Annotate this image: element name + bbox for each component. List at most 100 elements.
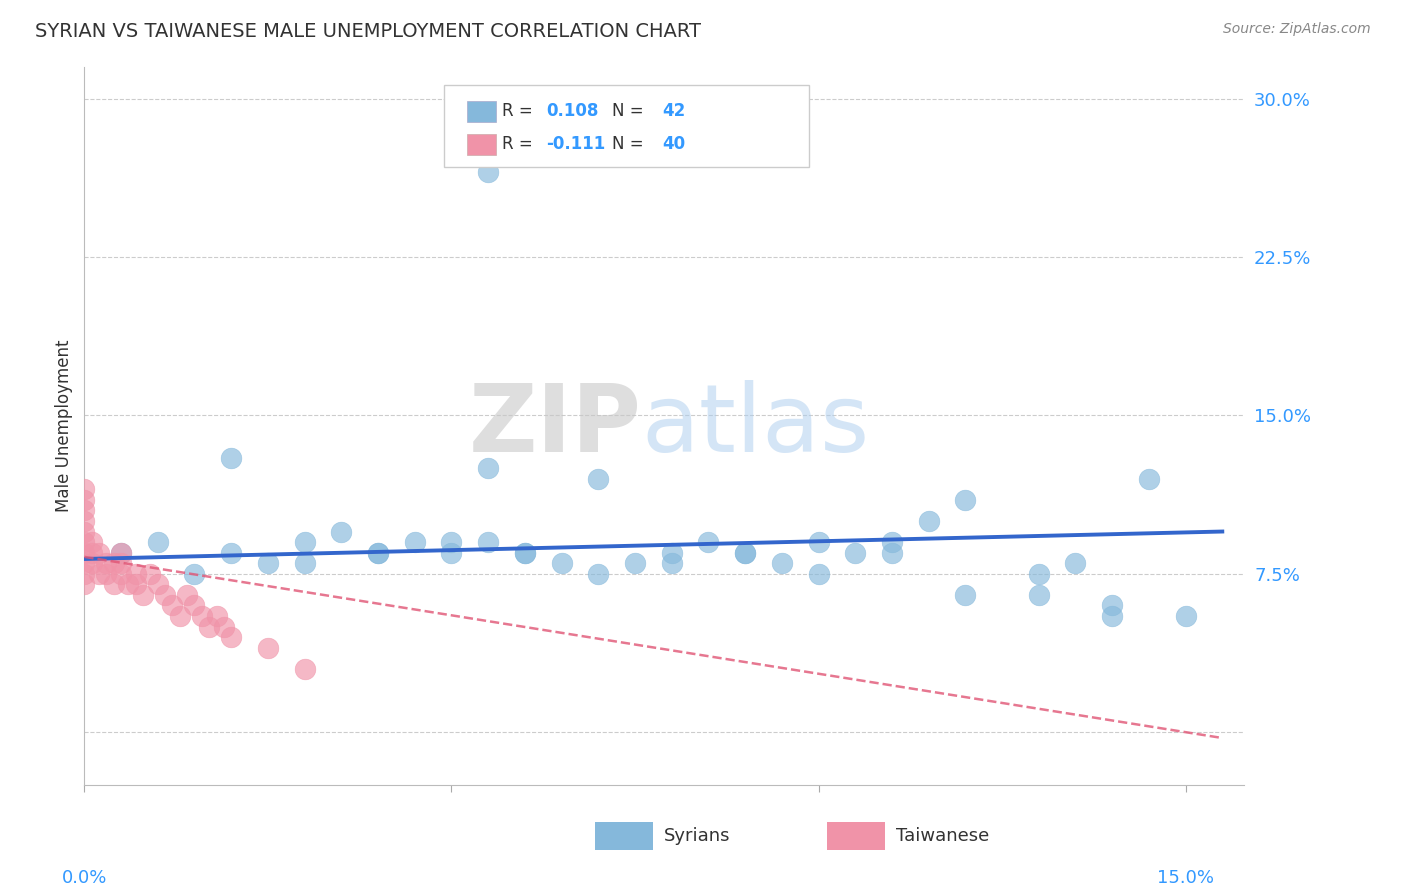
Point (257, 556, 280, 570)
Point (219, 630, 242, 644)
Point (1174, 609, 1197, 624)
Point (80, 556, 103, 570)
Point (367, 546, 389, 560)
Y-axis label: Male Unemployment: Male Unemployment (55, 340, 73, 512)
Point (80, 546, 103, 560)
Text: R =: R = (502, 136, 538, 153)
Point (1028, 588, 1050, 602)
Point (110, 546, 132, 560)
Point (661, 556, 683, 570)
Text: R =: R = (502, 103, 538, 120)
Point (162, 599, 184, 613)
Point (176, 588, 198, 602)
Point (205, 609, 228, 624)
Point (132, 588, 155, 602)
Point (73, 514, 96, 528)
Text: 15.0%: 15.0% (1157, 870, 1213, 888)
Point (219, 450, 242, 465)
Text: 40: 40 (662, 136, 685, 153)
Text: Source: ZipAtlas.com: Source: ZipAtlas.com (1223, 22, 1371, 37)
Point (513, 546, 536, 560)
Text: -0.111: -0.111 (546, 136, 605, 153)
Point (169, 609, 191, 624)
Point (73, 524, 96, 539)
Point (477, 535, 499, 549)
Point (294, 662, 316, 676)
Point (1137, 472, 1160, 486)
Point (697, 535, 720, 549)
Text: N =: N = (612, 103, 650, 120)
Text: SYRIAN VS TAIWANESE MALE UNEMPLOYMENT CORRELATION CHART: SYRIAN VS TAIWANESE MALE UNEMPLOYMENT CO… (35, 22, 702, 41)
Point (1028, 566, 1050, 581)
Point (624, 556, 647, 570)
Point (125, 566, 148, 581)
Point (477, 461, 499, 475)
Point (294, 535, 316, 549)
Point (807, 535, 830, 549)
Point (73, 556, 96, 570)
Text: 0.108: 0.108 (546, 103, 599, 120)
Point (212, 619, 235, 633)
Point (125, 577, 148, 591)
Point (73, 492, 96, 507)
Point (1101, 609, 1123, 624)
Point (191, 609, 214, 624)
Point (96, 566, 118, 581)
Point (80, 535, 103, 549)
Point (146, 535, 169, 549)
Point (513, 546, 536, 560)
Point (844, 546, 866, 560)
Point (103, 556, 125, 570)
Text: 0.0%: 0.0% (62, 870, 107, 888)
Point (87, 566, 110, 581)
Point (73, 483, 96, 497)
Point (73, 535, 96, 549)
Point (550, 556, 572, 570)
Point (1064, 556, 1087, 570)
Point (110, 556, 132, 570)
Bar (595, 822, 652, 849)
Point (661, 546, 683, 560)
Point (73, 566, 96, 581)
Point (183, 566, 205, 581)
Point (477, 165, 499, 179)
Point (198, 619, 221, 633)
Point (734, 546, 756, 560)
Point (955, 492, 977, 507)
Point (73, 546, 96, 560)
Bar (827, 822, 884, 849)
Point (588, 472, 610, 486)
Point (330, 524, 353, 539)
Point (153, 588, 176, 602)
Point (117, 577, 139, 591)
Text: ZIP: ZIP (468, 380, 641, 472)
Point (139, 566, 162, 581)
Point (110, 566, 132, 581)
Text: atlas: atlas (641, 380, 869, 472)
Point (73, 577, 96, 591)
Point (440, 546, 463, 560)
Point (880, 535, 903, 549)
Point (1101, 599, 1123, 613)
Point (955, 588, 977, 602)
Point (880, 546, 903, 560)
Text: Taiwanese: Taiwanese (897, 827, 990, 845)
Point (404, 535, 426, 549)
Point (367, 546, 389, 560)
Text: Syrians: Syrians (665, 827, 731, 845)
Text: N =: N = (612, 136, 650, 153)
Point (807, 566, 830, 581)
FancyBboxPatch shape (444, 85, 810, 168)
Bar (467, 101, 496, 122)
Point (96, 556, 118, 570)
Point (183, 599, 205, 613)
Point (87, 546, 110, 560)
Point (734, 546, 756, 560)
Point (257, 640, 280, 655)
Point (770, 556, 793, 570)
Point (588, 566, 610, 581)
Point (917, 514, 939, 528)
Point (103, 577, 125, 591)
Text: 42: 42 (662, 103, 685, 120)
Point (73, 503, 96, 517)
